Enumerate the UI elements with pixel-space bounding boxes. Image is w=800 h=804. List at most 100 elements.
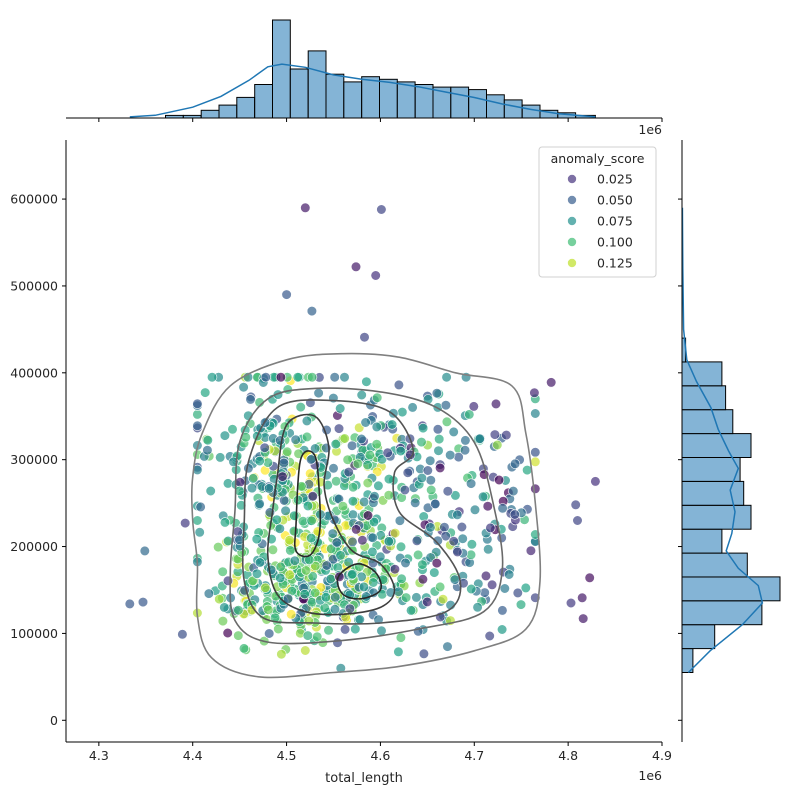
scatter-point (313, 388, 324, 399)
scatter-point (492, 439, 503, 451)
scatter-point (303, 615, 315, 627)
scatter-point (348, 482, 359, 493)
scatter-point (282, 384, 293, 395)
scatter-point (422, 596, 433, 608)
scatter-point (357, 535, 368, 546)
x-hist-bar (325, 73, 345, 119)
scatter-point (194, 527, 205, 538)
scatter-point (525, 545, 537, 556)
y-tick-label: 500000 (10, 278, 58, 293)
scatter-point (295, 402, 306, 413)
scatter-point (497, 605, 508, 616)
legend: anomaly_score 0.025 0.050 0.075 0.100 0.125 (538, 146, 657, 278)
scatter-point (275, 561, 286, 572)
y-tick-label: 200000 (10, 539, 58, 554)
scatter-point (578, 613, 589, 624)
scatter-point (213, 541, 224, 553)
scatter-point (288, 525, 300, 537)
scatter-point (222, 627, 233, 639)
scatter-point (429, 567, 440, 578)
scatter-point (274, 523, 285, 534)
scatter-point (431, 388, 443, 399)
scatter-point (440, 400, 452, 411)
scatter-point (192, 464, 203, 476)
scatter-point (373, 480, 384, 491)
scatter-point (335, 550, 346, 561)
scatter-point (259, 442, 270, 453)
scatter-point (124, 598, 135, 610)
legend-label: 0.050 (597, 193, 633, 208)
y-hist-bar (681, 361, 723, 387)
scatter-point (330, 592, 341, 603)
x-hist-bar (254, 84, 273, 119)
scatter-point (360, 417, 371, 428)
scatter-point (570, 499, 581, 510)
scatter-point (227, 424, 238, 435)
scatter-point (332, 637, 343, 648)
scatter-point (440, 530, 451, 542)
scatter-point (319, 602, 330, 613)
scatter-point (215, 452, 226, 463)
scatter-point (339, 372, 350, 383)
scatter-point (411, 535, 423, 546)
scatter-point (329, 604, 341, 615)
scatter-point (417, 559, 428, 570)
scatter-point (337, 501, 349, 512)
scatter-point (425, 455, 436, 466)
scatter-point (369, 491, 380, 502)
scatter-point (496, 532, 507, 544)
scatter-point (387, 419, 398, 430)
scatter-point (474, 433, 485, 444)
scatter-point (307, 571, 318, 582)
scatter-point (202, 435, 213, 446)
x-hist-bar (450, 86, 470, 119)
scatter-point (489, 429, 501, 440)
scatter-point (472, 602, 483, 613)
scatter-point (293, 494, 304, 506)
scatter-point (478, 491, 489, 502)
scatter-point (400, 557, 411, 569)
scatter-point (406, 605, 417, 616)
y-hist-bar (681, 385, 727, 411)
scatter-point (342, 454, 353, 465)
scatter-point (344, 603, 356, 614)
x-tick-label: 4.3 (89, 748, 109, 763)
kde-contour-line (229, 387, 504, 645)
y-hist-bar (681, 552, 748, 578)
x-axis-label: total_length (325, 771, 403, 786)
legend-marker (567, 195, 577, 205)
y-tick-label: 300000 (10, 452, 58, 467)
x-tick-label: 4.6 (370, 748, 390, 763)
scatter-point (177, 629, 188, 640)
y-hist-bar (681, 576, 781, 602)
scatter-point (389, 564, 401, 575)
scatter-point (546, 377, 557, 388)
scatter-point (425, 522, 436, 533)
right-marginal-histogram (678, 140, 781, 742)
scatter-point (584, 572, 595, 583)
y-hist-bar (681, 457, 741, 482)
scatter-point (395, 541, 407, 552)
scatter-point (497, 624, 508, 635)
y-tick-label: 600000 (10, 192, 58, 207)
scatter-point (383, 536, 394, 547)
scatter-point (468, 401, 479, 412)
scatter-point (371, 439, 382, 450)
scatter-point (410, 497, 421, 508)
x-tick-label: 4.7 (464, 748, 484, 763)
scatter-point (233, 605, 244, 616)
scatter-point (233, 630, 244, 641)
x-hist-bar (361, 76, 381, 119)
scatter-point (375, 551, 386, 562)
scatter-point (306, 306, 318, 317)
scatter-point (351, 524, 362, 535)
scatter-point (426, 484, 437, 496)
scatter-point (499, 583, 510, 594)
scatter-point (376, 625, 387, 636)
scatter-point (310, 443, 321, 454)
scatter-point (263, 604, 274, 615)
scatter-point (334, 571, 345, 582)
scatter-point (203, 588, 214, 599)
scatter-point (254, 498, 265, 509)
